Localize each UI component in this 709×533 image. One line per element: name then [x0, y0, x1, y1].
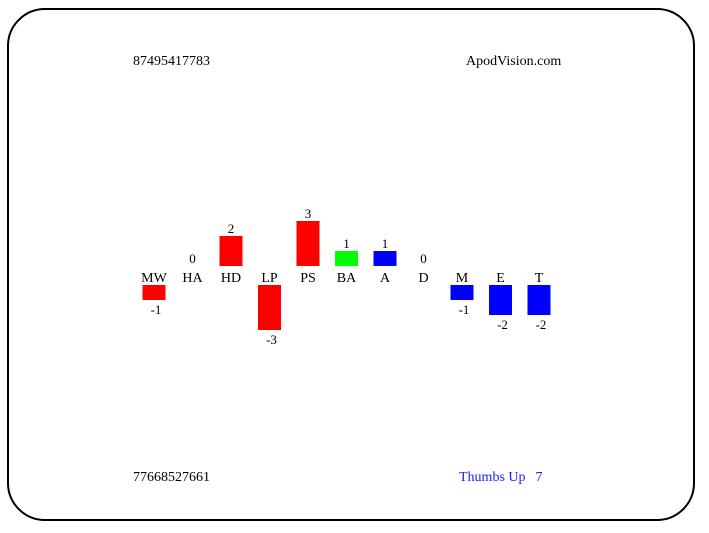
bar-m — [450, 285, 474, 300]
tick-label-m: M — [456, 271, 469, 286]
bar-mw — [142, 285, 166, 300]
bar-ba — [335, 251, 358, 266]
bar-hd — [219, 236, 243, 266]
bar-a — [373, 251, 397, 266]
data-label-m: -1 — [459, 302, 470, 317]
rounded-frame — [7, 8, 695, 521]
thumbs-up-label: Thumbs Up — [459, 470, 526, 485]
tick-label-lp: LP — [261, 271, 278, 286]
data-label-ba: 1 — [343, 236, 350, 251]
tick-label-ps: PS — [300, 271, 316, 286]
tick-label-t: T — [535, 271, 544, 286]
data-label-a: 1 — [382, 236, 389, 251]
tick-label-mw: MW — [141, 271, 167, 286]
data-label-ha: 0 — [189, 251, 196, 266]
site-name: ApodVision.com — [466, 54, 562, 69]
bar-ps — [296, 221, 320, 266]
data-label-ps: 3 — [305, 206, 312, 221]
bottom-id-number: 77668527661 — [133, 470, 210, 485]
tick-label-e: E — [496, 271, 505, 286]
data-label-hd: 2 — [228, 221, 235, 236]
data-label-t: -2 — [536, 317, 547, 332]
tick-label-d: D — [418, 271, 428, 286]
thumbs-up-status: Thumbs Up 7 — [459, 470, 543, 486]
top-id-number: 87495417783 — [133, 54, 210, 69]
data-label-lp: -3 — [266, 332, 277, 347]
tick-label-ba: BA — [337, 271, 357, 286]
data-label-mw: -1 — [151, 302, 162, 317]
data-label-d: 0 — [420, 251, 427, 266]
bar-e — [489, 285, 512, 315]
tick-label-a: A — [380, 271, 391, 286]
tick-label-hd: HD — [221, 271, 241, 286]
bar-lp — [258, 285, 281, 330]
bar-t — [527, 285, 551, 315]
tick-label-ha: HA — [182, 271, 203, 286]
thumbs-up-value: 7 — [535, 470, 543, 485]
data-label-e: -2 — [497, 317, 508, 332]
